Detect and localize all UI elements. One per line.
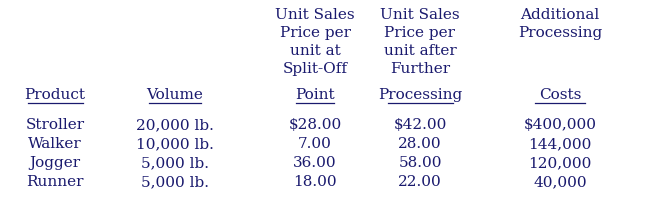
Text: Additional: Additional [520, 8, 600, 22]
Text: 5,000 lb.: 5,000 lb. [141, 156, 209, 170]
Text: Product: Product [25, 88, 85, 102]
Text: $28.00: $28.00 [288, 118, 342, 132]
Text: Jogger: Jogger [29, 156, 81, 170]
Text: Stroller: Stroller [25, 118, 85, 132]
Text: 18.00: 18.00 [293, 175, 337, 189]
Text: $400,000: $400,000 [524, 118, 597, 132]
Text: Costs: Costs [539, 88, 581, 102]
Text: $42.00: $42.00 [393, 118, 447, 132]
Text: 7.00: 7.00 [298, 137, 332, 151]
Text: Processing: Processing [518, 26, 602, 40]
Text: Split-Off: Split-Off [282, 62, 348, 76]
Text: 20,000 lb.: 20,000 lb. [136, 118, 214, 132]
Text: Processing: Processing [378, 88, 462, 102]
Text: 28.00: 28.00 [398, 137, 442, 151]
Text: 10,000 lb.: 10,000 lb. [136, 137, 214, 151]
Text: 58.00: 58.00 [398, 156, 442, 170]
Text: Further: Further [390, 62, 450, 76]
Text: 36.00: 36.00 [293, 156, 337, 170]
Text: Unit Sales: Unit Sales [275, 8, 355, 22]
Text: Runner: Runner [26, 175, 83, 189]
Text: 40,000: 40,000 [533, 175, 587, 189]
Text: Walker: Walker [28, 137, 82, 151]
Text: 144,000: 144,000 [528, 137, 591, 151]
Text: unit after: unit after [383, 44, 456, 58]
Text: Point: Point [295, 88, 335, 102]
Text: 22.00: 22.00 [398, 175, 442, 189]
Text: Price per: Price per [280, 26, 351, 40]
Text: 120,000: 120,000 [528, 156, 591, 170]
Text: Price per: Price per [385, 26, 456, 40]
Text: Unit Sales: Unit Sales [380, 8, 460, 22]
Text: unit at: unit at [289, 44, 340, 58]
Text: 5,000 lb.: 5,000 lb. [141, 175, 209, 189]
Text: Volume: Volume [147, 88, 203, 102]
